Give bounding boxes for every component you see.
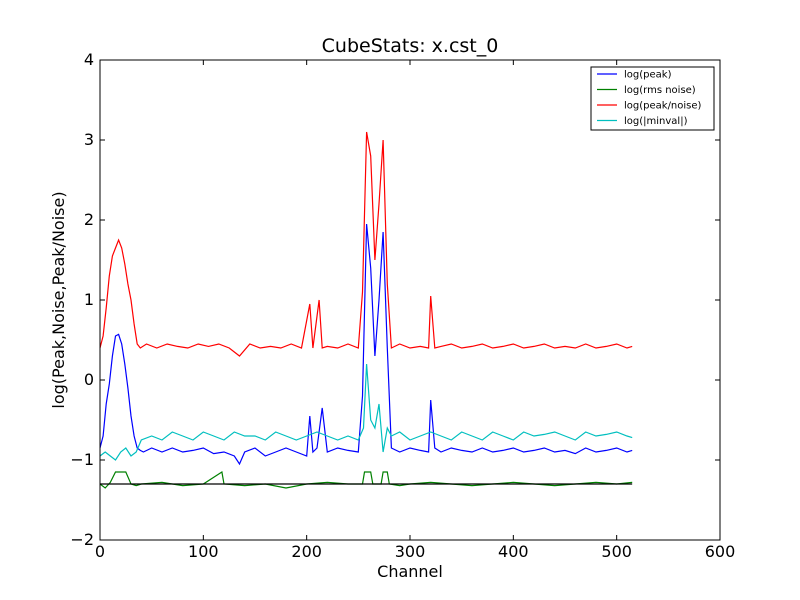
x-tick-label: 0: [95, 542, 105, 561]
x-tick-label: 200: [291, 542, 322, 561]
legend-label-3: log(|minval|): [624, 116, 688, 127]
legend-label-1: log(rms noise): [624, 85, 696, 96]
y-tick-label: −2: [70, 530, 94, 549]
x-tick-label: 600: [705, 542, 736, 561]
legend-label-2: log(peak/noise): [624, 101, 702, 112]
y-tick-label: 1: [84, 290, 94, 309]
legend-box: [590, 66, 715, 131]
x-axis: 0 100 200 300 400 500 600: [95, 60, 735, 561]
y-tick-label: 3: [84, 130, 94, 149]
series-line-3: [99, 363, 633, 461]
y-tick-label: 4: [84, 50, 94, 69]
x-axis-title: Channel: [377, 562, 443, 581]
y-tick-label: −1: [70, 450, 94, 469]
legend-label-0: log(peak): [624, 70, 672, 81]
y-axis-title: log(Peak,Noise,Peak/Noise): [49, 191, 68, 408]
plot-area: [100, 60, 720, 540]
y-axis: −2 −1 0 1 2 3 4: [70, 50, 720, 549]
x-tick-label: 500: [601, 542, 632, 561]
x-tick-label: 100: [188, 542, 219, 561]
x-tick-label: 400: [498, 542, 529, 561]
y-tick-label: 2: [84, 210, 94, 229]
x-tick-label: 300: [395, 542, 426, 561]
chart-title: CubeStats: x.cst_0: [322, 35, 499, 57]
series-line-2: [99, 131, 633, 357]
y-tick-label: 0: [84, 370, 94, 389]
legend: log(peak) log(rms noise) log(peak/noise) lo…: [590, 66, 715, 131]
